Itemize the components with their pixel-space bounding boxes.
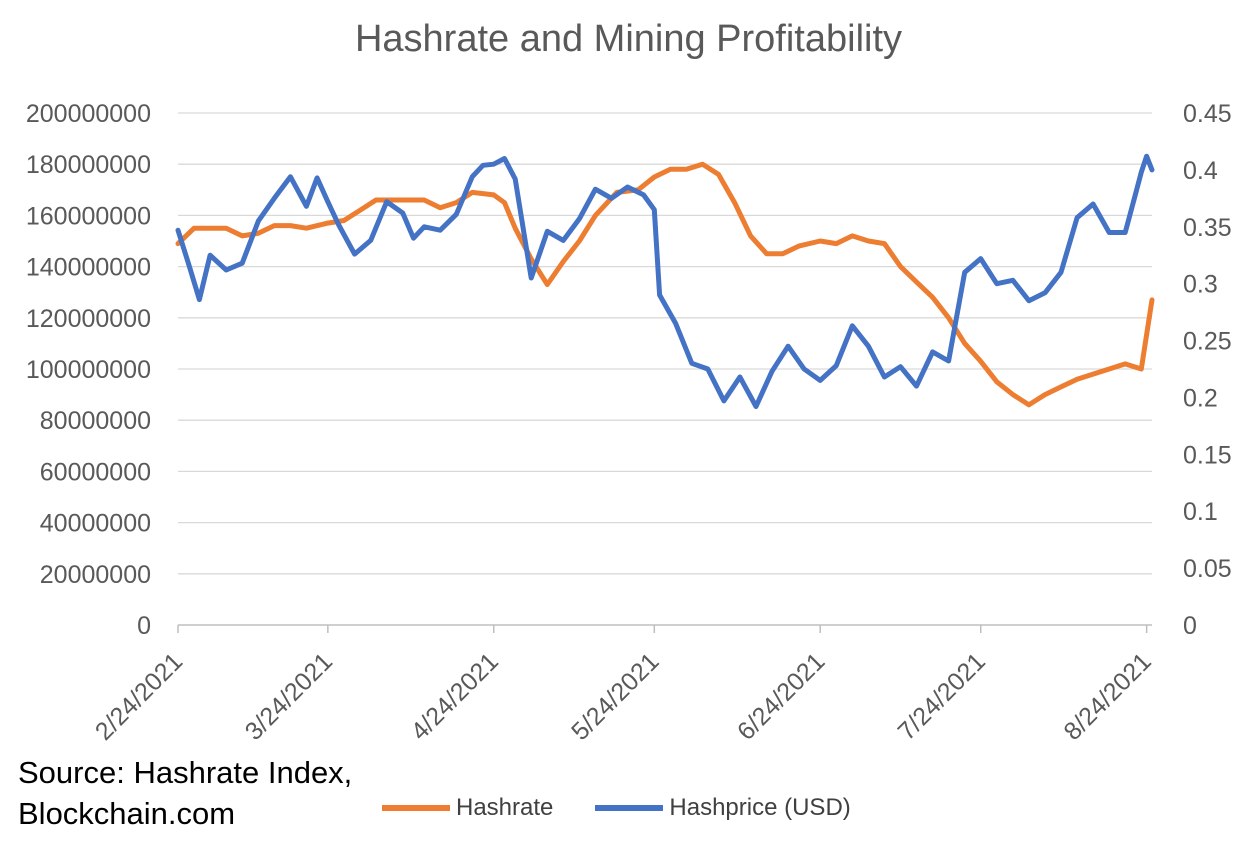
y-right-tick-label: 0.4 [1183,157,1218,185]
x-axis: 2/24/2021 3/24/2021 4/24/2021 5/24/2021 6/24… [90,624,1157,746]
legend-item-hashprice: Hashprice (USD) [595,794,851,822]
y-right-tick-label: 0.05 [1183,555,1232,583]
legend-swatch-hashrate [382,805,450,811]
y-right-tick-label: 0.2 [1183,384,1218,412]
y-right-tick-label: 0.25 [1183,328,1232,356]
series-line-hashrate [175,161,1155,408]
gridlines [178,112,1152,575]
y-right-tick-label: 0.35 [1183,214,1232,242]
y-left-tick-label: 20000000 [40,561,151,589]
y-right-tick-label: 0 [1183,612,1197,640]
y-left-tick-label: 60000000 [40,458,151,486]
y-left-tick-label: 120000000 [26,305,151,333]
legend-item-hashrate: Hashrate [382,794,553,822]
y-axis-left: 0 20000000 40000000 60000000 80000000 1000000… [26,100,151,640]
source-line-2: Blockchain.com [18,796,236,831]
y-axis-right: 0 0.05 0.1 0.15 0.2 0.25 0.3 0.35 0.4 0.45 [1183,100,1232,640]
y-left-tick-label: 180000000 [26,151,151,179]
x-tick-label: 6/24/2021 [732,647,830,745]
series-line-hashprice [175,153,1155,409]
x-tick-label: 4/24/2021 [406,647,504,745]
y-right-tick-label: 0.15 [1183,441,1232,469]
y-left-tick-label: 100000000 [26,356,151,384]
x-tick-label: 3/24/2021 [240,647,338,745]
y-left-tick-label: 140000000 [26,254,151,282]
y-right-tick-label: 0.1 [1183,498,1218,526]
x-tick-label: 2/24/2021 [90,647,188,745]
y-left-tick-label: 80000000 [40,407,151,435]
legend-swatch-hashprice [595,805,664,811]
y-left-tick-label: 0 [137,612,151,640]
source-line-1: Source: Hashrate Index, [18,755,353,790]
legend-label-hashrate: Hashrate [456,794,554,821]
x-tick-label: 5/24/2021 [566,647,664,745]
y-right-tick-label: 0.45 [1183,100,1232,128]
y-left-tick-label: 160000000 [26,202,151,230]
chart-title: Hashrate and Mining Profitability [354,18,903,60]
x-tick-label: 7/24/2021 [893,647,991,745]
y-left-tick-label: 200000000 [26,100,151,128]
x-tick-label: 8/24/2021 [1058,647,1156,745]
y-left-tick-label: 40000000 [40,510,151,538]
series-lines [175,153,1155,409]
legend: Hashrate Hashprice (USD) [382,794,893,822]
y-right-tick-label: 0.3 [1183,271,1218,299]
source-note: Source: Hashrate Index, Blockchain.com [18,752,352,834]
legend-label-hashprice: Hashprice (USD) [669,794,851,821]
